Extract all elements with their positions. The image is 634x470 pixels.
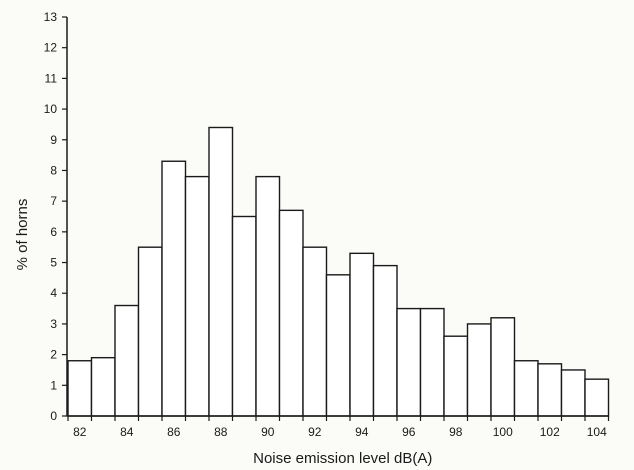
y-tick-label: 12 <box>44 41 58 55</box>
histogram-bar-101 <box>513 360 539 417</box>
histogram-bar-90 <box>255 175 281 417</box>
histogram-bar-88 <box>208 126 234 417</box>
x-tick-label: 92 <box>308 425 322 439</box>
axes-layer <box>66 17 609 417</box>
y-axis-label: % of horns <box>14 199 31 271</box>
x-tick-label: 90 <box>261 425 275 439</box>
y-tick-label: 11 <box>45 71 58 85</box>
y-tick-label: 4 <box>50 286 57 300</box>
histogram-bar-102 <box>537 363 563 417</box>
x-tick-label: 88 <box>214 425 228 439</box>
y-tick-label: 0 <box>50 409 57 423</box>
histogram-bar-82 <box>67 360 93 417</box>
x-tick-label: 102 <box>540 425 560 439</box>
histogram-bar-83 <box>90 356 116 417</box>
histogram-bar-92 <box>302 246 328 417</box>
y-tick-label: 1 <box>50 378 57 392</box>
histogram-bar-103 <box>560 369 586 417</box>
y-tick-label: 2 <box>50 348 57 362</box>
histogram-bar-96 <box>396 307 422 417</box>
histogram-bar-84 <box>114 304 140 417</box>
y-tick-label: 7 <box>50 194 57 208</box>
histogram-bar-86 <box>161 160 187 417</box>
histogram-bar-93 <box>325 274 351 417</box>
y-tick-label: 9 <box>50 133 57 147</box>
histogram-bar-104 <box>584 378 610 417</box>
x-tick-label: 104 <box>587 425 607 439</box>
x-axis-ticks: 82 84 86 88 90 92 94 96 98 100 102 104 <box>67 416 610 439</box>
histogram-bar-94 <box>349 252 375 417</box>
y-tick-label: 13 <box>44 10 58 24</box>
x-tick-label: 100 <box>493 425 513 439</box>
x-tick-label: 98 <box>449 425 463 439</box>
histogram-bar-98 <box>443 335 469 417</box>
x-axis-label: Noise emission level dB(A) <box>253 450 432 467</box>
y-tick-label: 6 <box>50 225 57 239</box>
histogram-bar-89 <box>231 215 257 417</box>
histogram-bar-87 <box>184 175 210 417</box>
histogram-bar-95 <box>372 264 398 417</box>
histogram-bar-91 <box>278 209 304 417</box>
y-tick-label: 5 <box>50 256 57 270</box>
y-tick-label: 8 <box>50 163 57 177</box>
x-tick-label: 82 <box>73 425 87 439</box>
x-tick-label: 84 <box>120 425 134 439</box>
y-tick-label: 3 <box>50 317 57 331</box>
x-tick-label: 86 <box>167 425 181 439</box>
histogram-bar-97 <box>419 307 445 417</box>
x-tick-label: 96 <box>402 425 416 439</box>
x-tick-label: 94 <box>355 425 369 439</box>
bars-layer <box>67 126 610 417</box>
y-tick-label: 10 <box>44 102 58 116</box>
histogram-bar-85 <box>137 246 163 417</box>
histogram-bar-100 <box>490 317 516 417</box>
histogram-bar-99 <box>466 323 492 417</box>
